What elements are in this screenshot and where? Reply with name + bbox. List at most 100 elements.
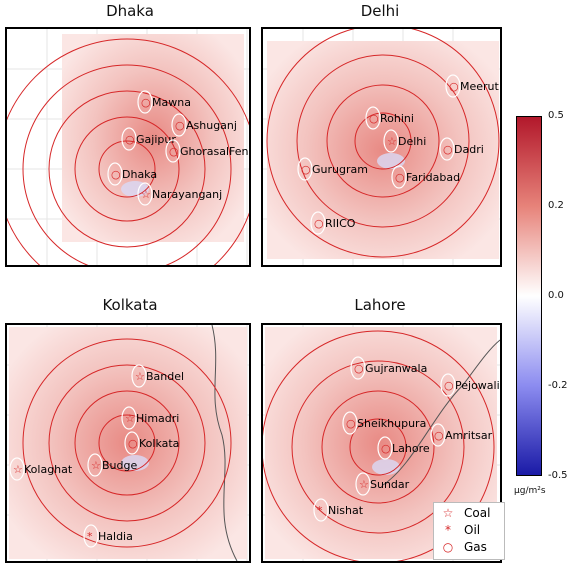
colorbar-unit: μg/m²s	[514, 486, 546, 496]
colorbar-tick-zero: 0.0	[548, 290, 564, 301]
colorbar-tick-min: -0.5	[548, 470, 568, 481]
oil-asterisk-icon: *	[445, 523, 451, 537]
legend-label-oil: Oil	[464, 523, 481, 537]
emission-field	[267, 41, 499, 259]
source-contour	[430, 423, 446, 447]
source-label: Kolkata	[139, 437, 179, 450]
source-label: Narayanganj	[152, 188, 222, 201]
distance-ring	[74, 390, 180, 496]
source-label: Amritsar	[445, 429, 493, 442]
source-label: Gajipur	[136, 133, 176, 146]
distance-ring	[48, 90, 206, 248]
colorbar-tick-max: 0.5	[548, 110, 564, 121]
source-contour	[310, 211, 326, 235]
gas-circle-icon: ○	[442, 540, 454, 554]
panel-title-dhaka: Dhaka	[106, 2, 154, 20]
source-contour	[350, 356, 366, 380]
source-label: GhorasalFeni	[180, 145, 249, 158]
gas-source-marker: ○	[111, 168, 121, 181]
source-contour	[391, 165, 407, 189]
map-panel-delhi: ○ Meerut ○ Rohini ☆ Delhi ○ Dadri ○ Gurugram ○ Fari…	[261, 27, 502, 267]
coal-source-marker: ☆	[13, 463, 23, 476]
distance-ring	[22, 338, 232, 548]
map-canvas: ○ Gujranwala○ Pejowali○ Sheikhupura○ Amritsa…	[263, 325, 500, 561]
gas-source-marker: ○	[314, 217, 324, 230]
map-canvas: ○ Mawna○ Ashuganj○ Gajipur○ GhorasalFeni○ Dha…	[7, 29, 249, 265]
source-label: Ashuganj	[186, 119, 237, 132]
source-contour	[171, 113, 187, 137]
gas-source-marker: ○	[444, 379, 454, 392]
source-label: Meerut	[460, 80, 500, 93]
distance-ring	[74, 116, 180, 222]
source-contour	[9, 457, 25, 481]
oil-source-marker: *	[317, 504, 323, 517]
source-label: Lahore	[392, 442, 430, 455]
source-label: Budge	[102, 459, 137, 472]
source-label: Delhi	[398, 135, 426, 148]
source-label: Kolaghat	[24, 463, 73, 476]
panel-title-lahore: Lahore	[354, 296, 406, 314]
gas-source-marker: ○	[354, 362, 364, 375]
source-label: Gujranwala	[365, 362, 427, 375]
gas-source-marker: ○	[443, 143, 453, 156]
legend: ☆ Coal * Oil ○ Gas	[433, 502, 505, 560]
gas-source-marker: ○	[169, 145, 179, 158]
legend-label-coal: Coal	[464, 506, 491, 520]
distance-ring	[266, 29, 500, 258]
source-label: Pejowali	[455, 379, 500, 392]
negative-flux-patch	[372, 459, 400, 475]
colorbar-tick-low: -0.2	[548, 380, 568, 391]
source-label: Mawna	[152, 96, 191, 109]
coal-source-marker: ☆	[91, 459, 101, 472]
gas-source-marker: ○	[125, 133, 135, 146]
gas-source-marker: ○	[369, 112, 379, 125]
source-label: Sheikhupura	[357, 417, 426, 430]
coal-source-marker: ☆	[387, 135, 397, 148]
source-contour	[440, 373, 456, 397]
gas-source-marker: ○	[434, 429, 444, 442]
map-canvas: ☆ Bandel☆ Himadri○ Kolkata☆ Kolaghat ☆ Budge* H…	[7, 325, 249, 561]
source-contour	[297, 157, 313, 181]
source-contour	[355, 472, 371, 496]
gas-source-marker: ○	[346, 417, 356, 430]
gas-source-marker: ○	[128, 437, 138, 450]
distance-ring	[354, 112, 412, 170]
map-panel-kolkata: ☆ Bandel ☆ Himadri ○ Kolkata ☆ Kolaghat ☆ Budge * H…	[5, 323, 251, 563]
source-contour	[342, 411, 358, 435]
legend-label-gas: Gas	[464, 540, 487, 554]
source-contour	[313, 498, 329, 522]
source-label: Haldia	[98, 530, 133, 543]
gas-source-marker: ○	[175, 119, 185, 132]
source-label: RIICO	[325, 217, 356, 230]
panel-title-kolkata: Kolkata	[102, 296, 158, 314]
legend-item-oil: * Oil	[442, 523, 480, 537]
map-canvas: ○ Meerut○ Rohini☆ Delhi○ Dadri○ Gurugram○ Fari…	[263, 29, 500, 265]
oil-source-marker: *	[87, 530, 93, 543]
distance-ring	[263, 330, 495, 561]
coal-source-marker: ☆	[125, 412, 135, 425]
legend-item-coal: ☆ Coal	[442, 506, 491, 520]
coal-source-marker: ☆	[141, 188, 151, 201]
distance-ring	[321, 390, 435, 504]
coal-star-icon: ☆	[442, 506, 454, 520]
colorbar	[516, 116, 542, 476]
source-contour	[121, 127, 137, 151]
source-contour	[124, 431, 140, 455]
distance-ring	[349, 418, 407, 476]
gas-source-marker: ○	[395, 171, 405, 184]
source-label: Dhaka	[122, 168, 157, 181]
source-label: Himadri	[136, 412, 179, 425]
panel-title-delhi: Delhi	[360, 2, 400, 20]
distance-ring	[296, 54, 470, 228]
gas-source-marker: ○	[449, 80, 459, 93]
source-contour	[439, 137, 455, 161]
source-label: Faridabad	[406, 171, 460, 184]
gas-source-marker: ○	[141, 96, 151, 109]
source-contour	[137, 90, 153, 114]
source-contour	[445, 74, 461, 98]
source-label: Bandel	[146, 370, 184, 383]
distance-ring	[48, 364, 206, 522]
map-panel-lahore: ○ Gujranwala ○ Pejowali ○ Sheikhupura ○ Amritsa…	[261, 323, 502, 563]
source-label: Nishat	[328, 504, 364, 517]
source-contour	[131, 364, 147, 388]
